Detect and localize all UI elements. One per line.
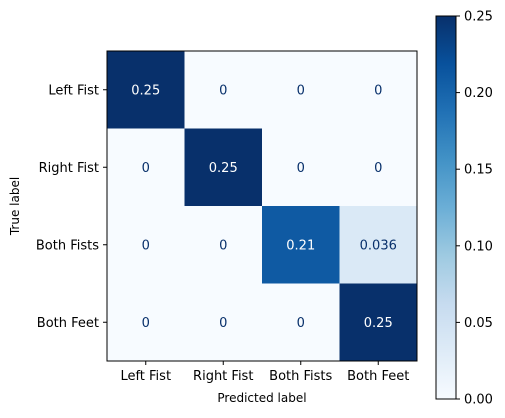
y-tick-label-both-fists: Both Fists xyxy=(36,238,99,253)
heatmap-cell-r2-c2 xyxy=(262,206,340,284)
cell-value-label-r3-c0: 0 xyxy=(142,316,150,331)
heatmap-cell-r1-c2 xyxy=(262,128,340,207)
heatmap-cell-r0-c1 xyxy=(184,51,263,129)
heatmap-cell-r3-c0 xyxy=(107,283,185,362)
colorbar-tick-label-3: 0.15 xyxy=(464,163,493,178)
y-axis-ticks: Left Fist Right Fist Both Fists Both Feet xyxy=(36,83,107,331)
heatmap-cell-r3-c1 xyxy=(184,283,263,362)
heatmap-cells xyxy=(107,51,418,362)
heatmap-cell-r0-c3 xyxy=(339,51,418,129)
colorbar-ticks: 0.00 0.05 0.10 0.15 0.20 0.25 xyxy=(456,10,493,408)
x-axis-label: Predicted label xyxy=(217,391,306,405)
colorbar-tick-label-2: 0.10 xyxy=(464,239,493,254)
cell-value-label-r3-c3: 0.25 xyxy=(364,316,393,331)
x-tick-label-left-fist: Left Fist xyxy=(120,369,171,384)
heatmap-cell-r2-c1 xyxy=(184,206,263,284)
colorbar-tick-label-1: 0.05 xyxy=(464,316,493,331)
heatmap-cell-r1-c0 xyxy=(107,128,185,207)
y-axis-label: True label xyxy=(8,177,22,236)
cell-value-label-r3-c1: 0 xyxy=(219,316,227,331)
x-axis-ticks: Left Fist Right Fist Both Fists Both Feet xyxy=(120,361,409,384)
y-tick-label-right-fist: Right Fist xyxy=(39,161,99,176)
cell-value-label-r0-c2: 0 xyxy=(297,83,305,98)
cell-value-label-r0-c0: 0.25 xyxy=(131,83,160,98)
x-tick-label-both-feet: Both Feet xyxy=(347,369,409,384)
heatmap-cell-r3-c2 xyxy=(262,283,340,362)
cell-value-label-r0-c1: 0 xyxy=(219,83,227,98)
y-tick-label-left-fist: Left Fist xyxy=(48,83,99,98)
heatmap-cell-r1-c1 xyxy=(184,128,263,207)
colorbar-tick-label-5: 0.25 xyxy=(464,10,493,25)
cell-value-label-r2-c1: 0 xyxy=(219,238,227,253)
heatmap-cell-r2-c0 xyxy=(107,206,185,284)
cell-value-label-r0-c3: 0 xyxy=(374,83,382,98)
x-tick-label-right-fist: Right Fist xyxy=(193,369,253,384)
y-tick-label-both-feet: Both Feet xyxy=(37,316,99,331)
colorbar xyxy=(435,15,457,400)
cell-value-label-r1-c2: 0 xyxy=(297,161,305,176)
heatmap-cell-r0-c0 xyxy=(107,51,185,129)
cell-value-label-r1-c1: 0.25 xyxy=(209,161,238,176)
x-tick-label-both-fists: Both Fists xyxy=(269,369,332,384)
cell-value-label-r1-c3: 0 xyxy=(374,161,382,176)
cell-value-label-r1-c0: 0 xyxy=(142,161,150,176)
cell-value-label-r3-c2: 0 xyxy=(297,316,305,331)
cell-value-label-r2-c2: 0.21 xyxy=(286,238,315,253)
plot-frame xyxy=(106,50,418,362)
heatmap-cell-r3-c3 xyxy=(339,283,418,362)
heatmap-cell-r2-c3 xyxy=(339,206,418,284)
cell-value-label-r2-c0: 0 xyxy=(142,238,150,253)
heatmap-cell-r0-c2 xyxy=(262,51,340,129)
colorbar-tick-label-4: 0.20 xyxy=(464,86,493,101)
heatmap-cell-r1-c3 xyxy=(339,128,418,207)
cell-value-label-r2-c3: 0.036 xyxy=(360,238,397,253)
heatmap-cell-labels: 0.25 0 0 0 0 0.25 0 0 0 0 0.21 0.036 0 0 0 0.25 xyxy=(131,83,397,331)
colorbar-tick-label-0: 0.00 xyxy=(464,393,493,408)
